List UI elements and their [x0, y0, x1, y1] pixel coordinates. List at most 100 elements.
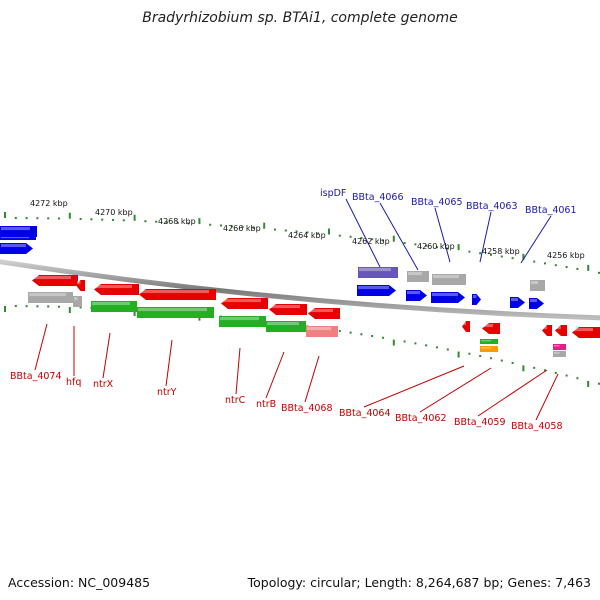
gene-highlight: [531, 281, 538, 285]
gene-forward: [431, 292, 465, 303]
major-tick: [4, 212, 6, 219]
minor-tick: [371, 238, 374, 241]
gene-highlight: [511, 298, 518, 302]
gene-highlight: [554, 345, 560, 347]
gene-highlight: [220, 317, 259, 321]
minor-tick: [436, 246, 438, 249]
major-tick: [198, 218, 201, 225]
gene-label-forward: BBta_4065: [411, 197, 463, 208]
leader-line: [102, 332, 111, 379]
minor-tick: [598, 382, 600, 385]
genome-summary: Topology: circular; Length: 8,264,687 bp…: [247, 575, 591, 590]
gene-forward: [358, 267, 398, 278]
leader-line: [419, 367, 492, 413]
gene-label-reverse: BBta_4059: [454, 417, 506, 428]
minor-tick: [425, 344, 428, 347]
major-tick: [392, 339, 395, 346]
gene-reverse: [28, 292, 73, 303]
minor-tick: [425, 244, 428, 247]
minor-tick: [101, 218, 104, 221]
minor-tick: [511, 361, 514, 364]
major-tick: [133, 214, 136, 221]
gene-forward: [0, 243, 33, 254]
major-tick: [457, 244, 460, 251]
gene-highlight: [481, 347, 491, 349]
gene-highlight: [407, 291, 420, 295]
gene-reverse: [482, 323, 500, 334]
gene-highlight: [270, 305, 300, 309]
minor-tick: [36, 305, 39, 308]
gene-highlight: [556, 326, 561, 330]
gene-highlight: [222, 299, 261, 303]
gene-reverse: [306, 326, 338, 337]
gene-reverse: [480, 346, 498, 352]
minor-tick: [479, 252, 482, 255]
minor-tick: [490, 357, 492, 360]
gene-reverse: [32, 275, 78, 286]
gene-highlight: [1, 237, 29, 239]
kbp-label: 4268 kbp: [158, 217, 196, 226]
gene-highlight: [433, 275, 459, 279]
major-tick: [587, 264, 590, 271]
minor-tick: [187, 222, 190, 225]
minor-tick: [403, 340, 406, 343]
minor-tick: [544, 262, 546, 265]
genes: [0, 226, 600, 357]
leader-line: [520, 215, 552, 264]
accession: Accession: NC_009485: [8, 575, 151, 590]
minor-tick: [565, 266, 568, 269]
gene-forward: [407, 271, 429, 282]
labels: 4272 kbp 4270 kbp 4268 kbp 4266 kbp 4264 kbp…: [10, 188, 585, 432]
gene-label-reverse: BBta_4058: [511, 421, 563, 432]
gene-label-reverse: ntrX: [93, 379, 114, 390]
gene-reverse: [462, 321, 470, 332]
minor-tick: [382, 336, 384, 339]
gene-label-reverse: hfq: [66, 377, 81, 388]
kbp-label: 4264 kbp: [288, 231, 326, 240]
minor-tick: [295, 230, 298, 233]
leader-line: [165, 339, 173, 387]
gene-label-forward: ispDF: [320, 188, 346, 199]
kbp-label: 4256 kbp: [547, 251, 585, 260]
minor-tick: [317, 232, 320, 235]
gene-reverse: [572, 327, 600, 338]
gene-highlight: [432, 293, 458, 297]
gene-label-forward: BBta_4063: [466, 201, 518, 212]
gene-label-reverse: BBta_4068: [281, 403, 333, 414]
gene-highlight: [408, 272, 422, 276]
minor-tick: [230, 225, 233, 228]
gene-highlight: [543, 326, 547, 330]
leader-line: [235, 347, 241, 395]
gene-forward: [432, 274, 466, 285]
major-tick: [392, 235, 395, 242]
minor-tick: [403, 242, 406, 245]
leader-line: [379, 202, 419, 271]
gene-label-reverse: BBta_4062: [395, 413, 447, 424]
gene-label-reverse: BBta_4074: [10, 371, 62, 382]
gene-label-reverse: ntrC: [225, 395, 246, 406]
minor-tick: [446, 247, 449, 250]
gene-highlight: [33, 276, 71, 280]
kbp-label: 4266 kbp: [223, 224, 261, 233]
minor-tick: [533, 366, 536, 369]
gene-label-reverse: ntrY: [157, 387, 177, 398]
minor-tick: [25, 305, 28, 308]
gene-highlight: [573, 328, 593, 332]
minor-tick: [274, 228, 276, 231]
gene-reverse: [269, 304, 307, 315]
minor-tick: [284, 229, 287, 232]
gene-forward: [472, 294, 481, 305]
gene-highlight: [77, 281, 81, 285]
gene-forward: [529, 298, 544, 309]
minor-tick: [209, 223, 212, 226]
minor-tick: [90, 218, 93, 221]
major-tick: [4, 306, 6, 313]
gene-forward: [406, 290, 427, 301]
gene-reverse: [266, 321, 306, 332]
minor-tick: [155, 220, 158, 223]
gene-highlight: [267, 322, 299, 326]
gene-reverse: [308, 308, 340, 319]
minor-tick: [490, 253, 492, 256]
gene-reverse: [542, 325, 552, 336]
